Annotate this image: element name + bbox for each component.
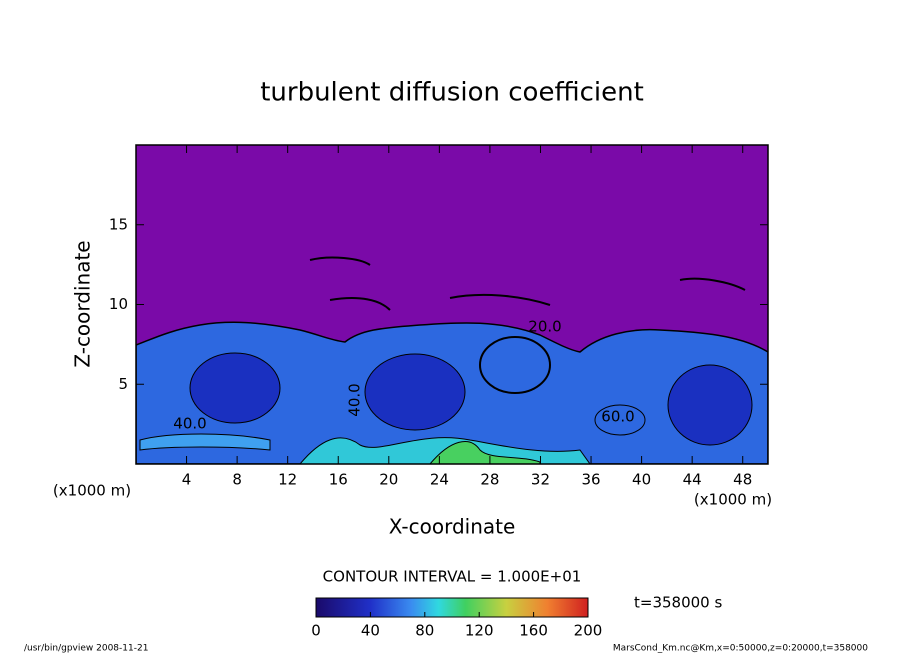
- colorbar-tick-label: 40: [361, 622, 380, 640]
- colorbar-tick-label: 200: [574, 622, 603, 640]
- x-tick-label: 44: [683, 471, 702, 489]
- x-tick-label: 24: [430, 471, 449, 489]
- x-tick-label: 32: [531, 471, 550, 489]
- x-unit-label: (x1000 m): [53, 482, 131, 500]
- colorbar: [315, 597, 589, 618]
- x-tick-label: 20: [379, 471, 398, 489]
- field-eddy: [189, 352, 281, 424]
- colorbar-tick-label: 160: [519, 622, 548, 640]
- colorbar-tick-label: 80: [415, 622, 434, 640]
- y-tick-label: 15: [109, 215, 128, 233]
- x-tick-label: 12: [278, 471, 297, 489]
- contour-label: 40.0: [346, 383, 364, 416]
- field-eddy: [667, 364, 753, 446]
- field-contour: [594, 404, 646, 436]
- contour-label: 60.0: [601, 408, 634, 426]
- contour-interval: CONTOUR INTERVAL = 1.000E+01: [323, 568, 582, 586]
- x-tick-label: 28: [480, 471, 499, 489]
- colorbar-tick-label: 0: [311, 622, 321, 640]
- x-tick-label: 16: [329, 471, 348, 489]
- time-label: t=358000 s: [634, 594, 722, 612]
- x-tick-label: 36: [581, 471, 600, 489]
- field-contour: [309, 256, 746, 311]
- colorbar-tick-label: 120: [465, 622, 494, 640]
- contour-field: [136, 145, 768, 464]
- contour-label: 20.0: [528, 318, 561, 336]
- field-eddy: [364, 353, 466, 431]
- contour-label: 40.0: [173, 415, 206, 433]
- x-tick-label: 48: [733, 471, 752, 489]
- footer-right: MarsCond_Km.nc@Km,x=0:50000,z=0:20000,t=…: [613, 644, 868, 654]
- field-patch: [429, 441, 541, 464]
- footer-left: /usr/bin/gpview 2008-11-21: [24, 644, 148, 654]
- chart-title: turbulent diffusion coefficient: [260, 78, 644, 108]
- field-patch: [139, 433, 271, 451]
- x-tick-label: 40: [632, 471, 651, 489]
- field-contour: [479, 336, 551, 394]
- y-tick-label: 5: [118, 375, 128, 393]
- x-axis-label: X-coordinate: [389, 515, 516, 539]
- x-tick-label: 4: [182, 471, 192, 489]
- y-axis-label: Z-coordinate: [71, 240, 95, 367]
- y-tick-label: 10: [109, 295, 128, 313]
- x-tick-label: 8: [232, 471, 242, 489]
- x-unit-label: (x1000 m): [694, 491, 772, 509]
